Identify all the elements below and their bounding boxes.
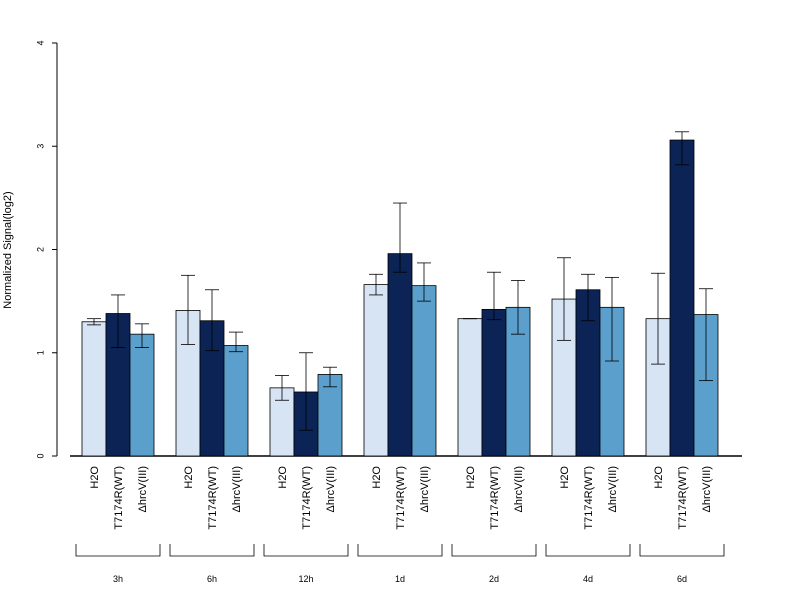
x-labels: H2O T7174R(WT) ΔhrcV(III) H2O T7174R(WT) Δhrc…	[89, 466, 713, 530]
y-tick-label: 3	[35, 144, 45, 149]
bars	[81, 139, 719, 457]
group-label: 2d	[489, 574, 499, 584]
bar-label: T7174R(WT)	[583, 466, 595, 530]
bar	[199, 320, 225, 457]
y-tick-label: 0	[35, 453, 45, 458]
bar	[81, 321, 107, 457]
bar-label: H2O	[277, 466, 289, 489]
bar-label: T7174R(WT)	[489, 466, 501, 530]
group-label: 12h	[298, 574, 313, 584]
bar-label: ΔhrcV(III)	[419, 466, 431, 512]
y-axis-label: Normalized Signal(log2)	[2, 191, 14, 308]
bar-label: H2O	[653, 466, 665, 489]
bar	[457, 318, 483, 457]
bar	[223, 345, 249, 457]
bar	[505, 306, 531, 457]
group-brackets: 3h 6h 12h 1d 2d 4d 6d	[75, 544, 725, 584]
bar-label: T7174R(WT)	[113, 466, 125, 530]
bar	[411, 285, 437, 457]
group-bracket	[545, 544, 631, 557]
bar-label: T7174R(WT)	[301, 466, 313, 530]
bar-label: ΔhrcV(III)	[325, 466, 337, 512]
group-bracket	[639, 544, 725, 557]
bar-label: T7174R(WT)	[677, 466, 689, 530]
bar-label: T7174R(WT)	[207, 466, 219, 530]
y-tick-label: 2	[35, 247, 45, 252]
error-bars	[87, 131, 713, 431]
group-label: 4d	[583, 574, 593, 584]
group-label: 6d	[677, 574, 687, 584]
bar	[129, 333, 155, 457]
bar-label: H2O	[183, 466, 195, 489]
bar-label: T7174R(WT)	[395, 466, 407, 530]
group-label: 6h	[207, 574, 217, 584]
bar-label: H2O	[465, 466, 477, 489]
bar-label: ΔhrcV(III)	[137, 466, 149, 512]
bar-label: ΔhrcV(III)	[607, 466, 619, 512]
y-tick-label: 1	[35, 350, 45, 355]
group-bracket	[451, 544, 537, 557]
group-label: 1d	[395, 574, 405, 584]
bar	[481, 308, 507, 457]
bar	[645, 318, 671, 457]
bar-label: H2O	[89, 466, 101, 489]
bar	[317, 374, 343, 457]
bar	[363, 284, 389, 457]
group-bracket	[169, 544, 255, 557]
group-label: 3h	[113, 574, 123, 584]
bar-label: H2O	[371, 466, 383, 489]
bar	[669, 139, 695, 457]
bar	[387, 253, 413, 457]
bar-label: ΔhrcV(III)	[231, 466, 243, 512]
bar-label: ΔhrcV(III)	[701, 466, 713, 512]
group-bracket	[263, 544, 349, 557]
y-tick-label: 4	[35, 40, 45, 45]
group-bracket	[357, 544, 443, 557]
bar-label: ΔhrcV(III)	[513, 466, 525, 512]
group-bracket	[75, 544, 161, 557]
bar-label: H2O	[559, 466, 571, 489]
